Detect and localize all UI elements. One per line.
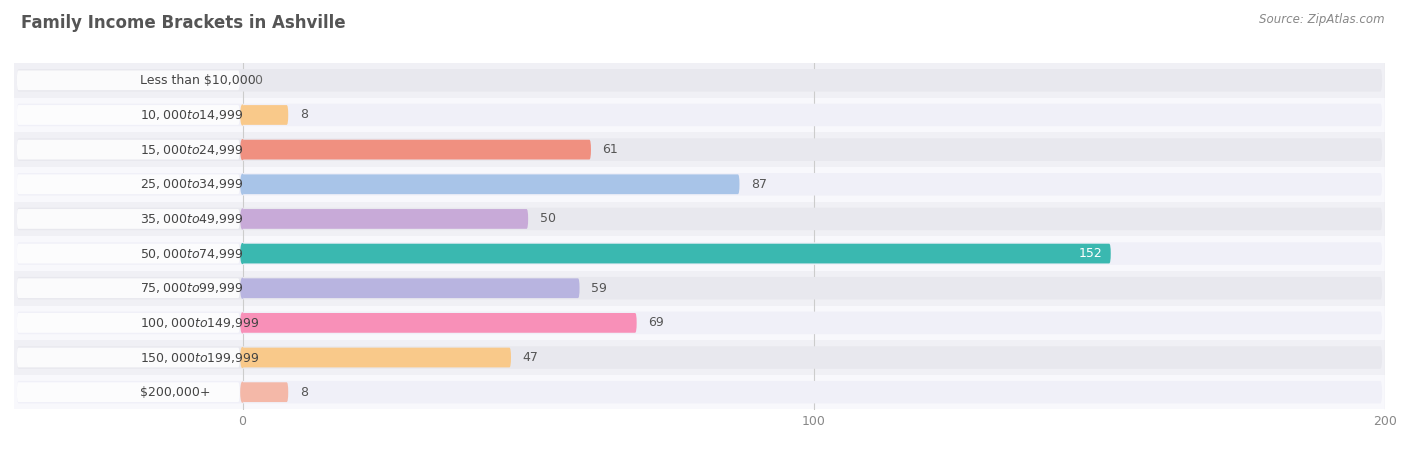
FancyBboxPatch shape bbox=[17, 346, 1382, 369]
Bar bbox=[14, 340, 1385, 375]
Bar bbox=[14, 306, 1385, 340]
Text: $75,000 to $99,999: $75,000 to $99,999 bbox=[139, 281, 243, 295]
FancyBboxPatch shape bbox=[243, 382, 288, 402]
FancyBboxPatch shape bbox=[17, 69, 1382, 92]
Text: 59: 59 bbox=[591, 282, 607, 295]
FancyBboxPatch shape bbox=[243, 175, 740, 194]
Text: $25,000 to $34,999: $25,000 to $34,999 bbox=[139, 177, 243, 191]
Bar bbox=[14, 375, 1385, 410]
Text: $10,000 to $14,999: $10,000 to $14,999 bbox=[139, 108, 243, 122]
Circle shape bbox=[240, 313, 245, 333]
Text: 8: 8 bbox=[299, 386, 308, 399]
FancyBboxPatch shape bbox=[17, 244, 239, 263]
FancyBboxPatch shape bbox=[17, 242, 1382, 265]
Circle shape bbox=[240, 382, 245, 402]
Circle shape bbox=[240, 175, 245, 194]
Text: $200,000+: $200,000+ bbox=[139, 386, 211, 399]
Text: Family Income Brackets in Ashville: Family Income Brackets in Ashville bbox=[21, 14, 346, 32]
Text: 87: 87 bbox=[751, 178, 766, 191]
Text: $35,000 to $49,999: $35,000 to $49,999 bbox=[139, 212, 243, 226]
Bar bbox=[14, 98, 1385, 132]
FancyBboxPatch shape bbox=[17, 173, 1382, 196]
FancyBboxPatch shape bbox=[17, 140, 239, 159]
FancyBboxPatch shape bbox=[17, 348, 239, 367]
FancyBboxPatch shape bbox=[17, 209, 239, 229]
Text: $15,000 to $24,999: $15,000 to $24,999 bbox=[139, 143, 243, 157]
Circle shape bbox=[240, 279, 245, 298]
Circle shape bbox=[240, 105, 245, 125]
FancyBboxPatch shape bbox=[17, 207, 1382, 230]
FancyBboxPatch shape bbox=[17, 382, 239, 402]
FancyBboxPatch shape bbox=[243, 140, 591, 159]
FancyBboxPatch shape bbox=[17, 277, 1382, 300]
Bar bbox=[14, 236, 1385, 271]
Bar bbox=[14, 132, 1385, 167]
Text: Source: ZipAtlas.com: Source: ZipAtlas.com bbox=[1260, 14, 1385, 27]
FancyBboxPatch shape bbox=[17, 381, 1382, 404]
Circle shape bbox=[240, 244, 245, 263]
FancyBboxPatch shape bbox=[17, 138, 1382, 161]
Bar bbox=[14, 167, 1385, 202]
FancyBboxPatch shape bbox=[17, 71, 239, 90]
FancyBboxPatch shape bbox=[243, 313, 637, 333]
Text: 61: 61 bbox=[602, 143, 619, 156]
Text: 0: 0 bbox=[254, 74, 262, 87]
FancyBboxPatch shape bbox=[243, 348, 510, 367]
Text: 152: 152 bbox=[1078, 247, 1102, 260]
FancyBboxPatch shape bbox=[17, 104, 1382, 126]
FancyBboxPatch shape bbox=[243, 279, 579, 298]
FancyBboxPatch shape bbox=[17, 105, 239, 125]
FancyBboxPatch shape bbox=[17, 175, 239, 194]
FancyBboxPatch shape bbox=[243, 105, 288, 125]
FancyBboxPatch shape bbox=[17, 311, 1382, 334]
Bar bbox=[14, 202, 1385, 236]
Text: 47: 47 bbox=[523, 351, 538, 364]
Text: 69: 69 bbox=[648, 316, 664, 329]
Text: $50,000 to $74,999: $50,000 to $74,999 bbox=[139, 247, 243, 261]
Circle shape bbox=[240, 140, 245, 159]
Bar bbox=[14, 63, 1385, 98]
Text: $100,000 to $149,999: $100,000 to $149,999 bbox=[139, 316, 259, 330]
Circle shape bbox=[240, 209, 245, 229]
FancyBboxPatch shape bbox=[17, 279, 239, 298]
Circle shape bbox=[240, 348, 245, 367]
FancyBboxPatch shape bbox=[17, 313, 239, 333]
FancyBboxPatch shape bbox=[243, 209, 529, 229]
Bar bbox=[14, 271, 1385, 306]
Text: 50: 50 bbox=[540, 212, 555, 225]
Text: 8: 8 bbox=[299, 108, 308, 122]
Text: $150,000 to $199,999: $150,000 to $199,999 bbox=[139, 351, 259, 364]
FancyBboxPatch shape bbox=[243, 244, 1111, 263]
Text: Less than $10,000: Less than $10,000 bbox=[139, 74, 256, 87]
